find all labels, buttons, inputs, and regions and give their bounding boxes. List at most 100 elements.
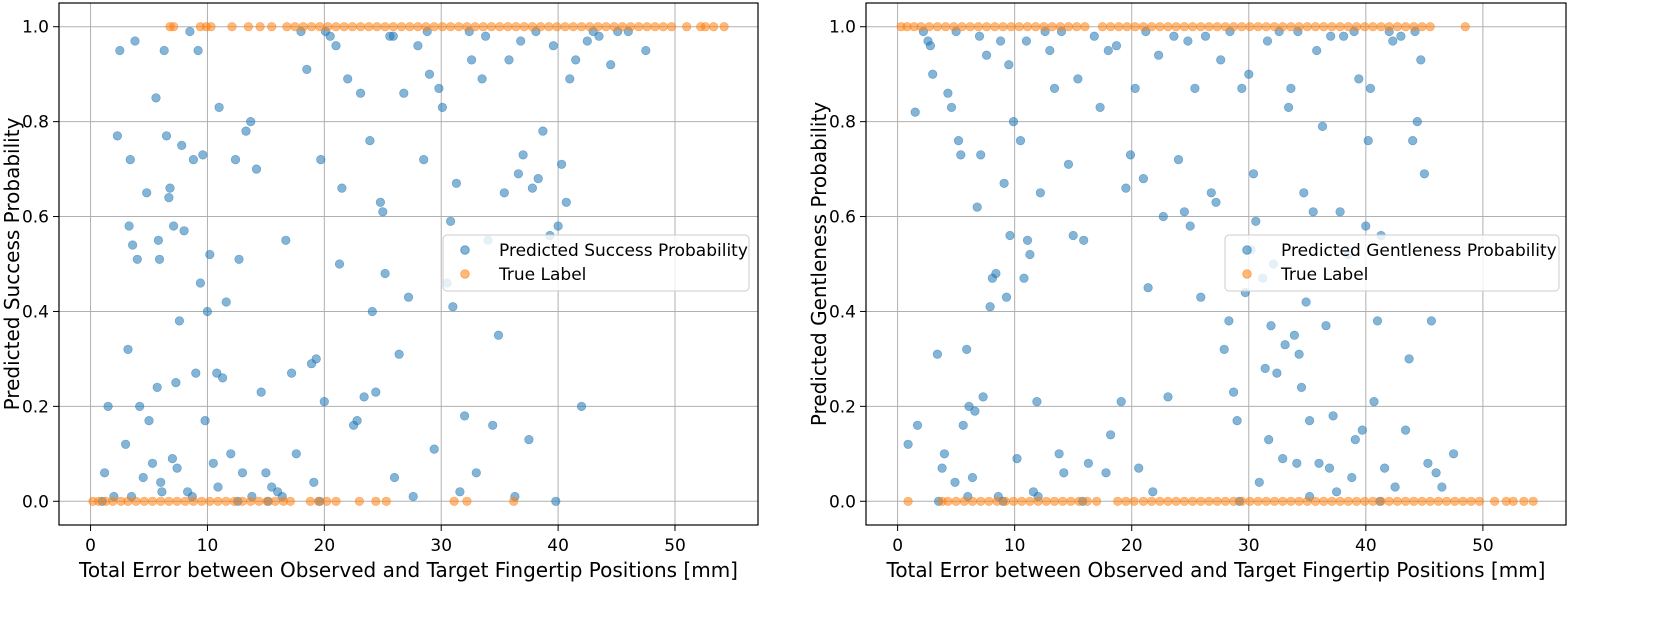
data-point [1294, 22, 1304, 32]
data-point [1155, 496, 1165, 506]
data-point [606, 60, 616, 70]
data-point [1122, 22, 1132, 32]
data-point [1097, 22, 1108, 32]
data-point [343, 74, 353, 84]
data-point [206, 22, 216, 32]
y-tick-label: 1.0 [22, 18, 49, 38]
data-point [169, 22, 179, 32]
data-point [1105, 430, 1116, 440]
data-point [1196, 292, 1206, 302]
data-point [1216, 55, 1226, 65]
data-point [1054, 449, 1064, 459]
data-point [380, 268, 390, 279]
data-point [153, 235, 163, 245]
data-point [1425, 496, 1435, 506]
data-point [367, 306, 377, 317]
data-point [371, 496, 381, 506]
data-point [1417, 496, 1427, 506]
data-point [1072, 22, 1082, 32]
plot-frame [865, 2, 1567, 526]
data-point [1278, 22, 1288, 32]
data-point [1245, 22, 1255, 32]
data-point [195, 278, 205, 288]
data-point [221, 496, 231, 506]
data-point [139, 496, 149, 506]
data-point [1508, 496, 1518, 506]
data-point [650, 22, 660, 32]
data-point [503, 22, 513, 32]
data-point [1251, 216, 1261, 226]
data-point [1262, 36, 1273, 46]
data-point [115, 45, 125, 56]
data-point [413, 22, 423, 32]
data-point [642, 22, 652, 32]
data-point [1185, 221, 1195, 231]
data-point [1006, 22, 1016, 32]
data-point [467, 55, 477, 65]
data-point [1390, 482, 1400, 492]
data-point [1396, 31, 1406, 41]
x-tick-label: 30 [430, 536, 452, 556]
data-point [956, 150, 966, 160]
data-point [1388, 36, 1398, 46]
data-point [1063, 22, 1074, 32]
data-point [1008, 116, 1019, 127]
data-point [237, 496, 248, 506]
data-point [1008, 496, 1019, 506]
x-tick-label: 30 [1238, 536, 1260, 556]
data-point [1343, 496, 1353, 506]
legend-label: Predicted Success Probability [499, 241, 748, 261]
data-point [171, 378, 181, 388]
data-point [1269, 496, 1280, 506]
data-point [481, 31, 491, 41]
data-point [1228, 496, 1239, 506]
data-point [1014, 22, 1024, 32]
data-point [519, 22, 529, 32]
data-point [1351, 22, 1362, 32]
data-point [967, 472, 978, 483]
data-point [1264, 435, 1274, 445]
data-point [1245, 496, 1255, 506]
data-point [925, 41, 936, 51]
data-point [1248, 169, 1259, 179]
data-point [1474, 496, 1484, 506]
data-point [1155, 22, 1165, 32]
data-point [214, 102, 224, 112]
data-point [331, 41, 341, 51]
data-point [1437, 482, 1447, 492]
data-point [1433, 496, 1443, 506]
legend-marker [1242, 269, 1252, 279]
data-point [1047, 22, 1057, 32]
data-point [617, 22, 628, 32]
data-point [151, 93, 161, 103]
data-point [202, 306, 212, 317]
data-point [527, 22, 538, 32]
data-point [123, 496, 133, 506]
data-point [165, 183, 175, 193]
data-point [1232, 416, 1242, 426]
data-point [1179, 496, 1189, 506]
legend: Predicted Gentleness Probability True Lab… [1224, 234, 1560, 292]
data-point [1082, 496, 1092, 506]
data-point [1441, 496, 1452, 506]
data-point [576, 401, 587, 412]
data-point [1158, 211, 1168, 222]
data-point [513, 169, 524, 179]
data-point [309, 477, 319, 487]
data-point [1419, 169, 1429, 179]
data-point [446, 216, 456, 226]
legend-label: Predicted Gentleness Probability [1281, 241, 1557, 261]
data-point [1286, 22, 1296, 32]
y-tick-label: 0.4 [22, 302, 49, 322]
data-point [1143, 283, 1153, 293]
data-point [950, 477, 960, 487]
data-point [1357, 425, 1367, 435]
data-point [460, 411, 470, 421]
x-tick-label: 20 [314, 536, 336, 556]
data-point [313, 496, 324, 506]
y-tick-label: 0.2 [22, 397, 49, 417]
data-point [1280, 340, 1290, 350]
y-axis-label: Predicted Gentleness Probability [807, 102, 831, 426]
data-point [200, 416, 210, 426]
data-point [560, 22, 570, 32]
